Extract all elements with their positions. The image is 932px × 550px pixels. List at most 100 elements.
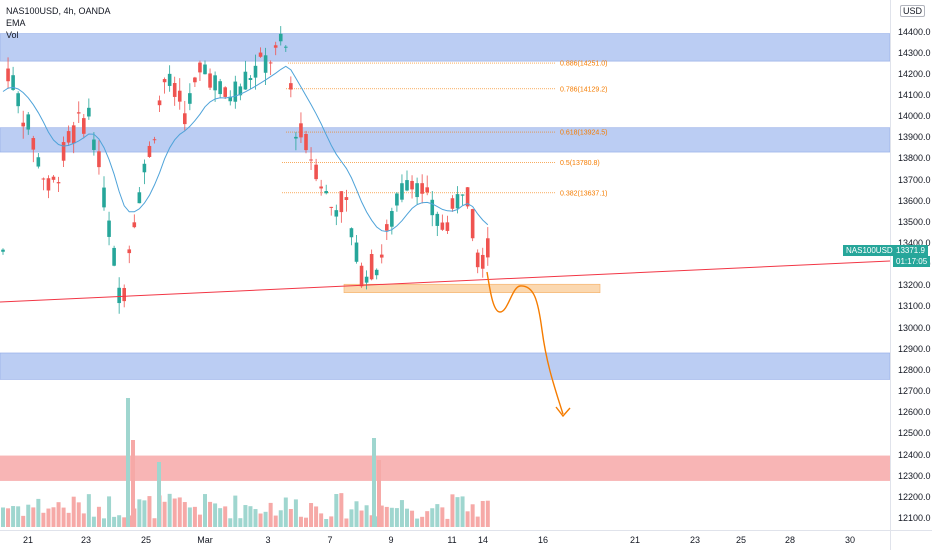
ema-line xyxy=(2,65,489,233)
volume-bar xyxy=(470,504,475,527)
volume-bar xyxy=(218,508,223,527)
volume-bar xyxy=(394,508,399,527)
volume-bar xyxy=(309,503,314,527)
candle-body xyxy=(309,159,313,161)
candle-body xyxy=(122,288,126,302)
volume-bar xyxy=(131,440,135,527)
volume-bar xyxy=(435,504,440,527)
price-tick-label: 13100.0 xyxy=(898,301,931,312)
price-tick-label: 12900.0 xyxy=(898,343,931,354)
volume-bar xyxy=(233,495,238,527)
candle-body xyxy=(359,265,364,287)
time-tick-label: 30 xyxy=(844,535,856,545)
price-tick-label: 12100.0 xyxy=(898,512,931,523)
candle-body xyxy=(228,96,233,102)
volume-bar xyxy=(364,505,369,527)
candle-body xyxy=(278,33,283,42)
time-tick-label: 25 xyxy=(140,535,152,545)
volume-bar xyxy=(36,498,41,527)
candle-body xyxy=(420,183,424,194)
time-tick-label: 23 xyxy=(80,535,92,545)
volume-layer xyxy=(1,398,490,527)
volume-bar xyxy=(399,500,404,527)
price-tick-label: 12400.0 xyxy=(898,449,931,460)
fib-level-label: 0.382(13637.1) xyxy=(560,190,607,197)
candle-body xyxy=(218,81,222,95)
candle-body xyxy=(132,222,137,228)
symbol-badge: NAS100USD xyxy=(843,245,896,256)
price-tick-label: 12600.0 xyxy=(898,407,931,418)
candle-body xyxy=(273,45,278,48)
candle-body xyxy=(36,157,41,167)
ema-legend[interactable]: EMA xyxy=(6,18,26,28)
price-tick-label: 12200.0 xyxy=(898,491,931,502)
candle-body xyxy=(425,187,429,193)
candle-body xyxy=(475,252,480,268)
candle-body xyxy=(334,210,339,217)
candle-body xyxy=(385,224,389,231)
fib-level-label: 0.886(14251.0) xyxy=(560,61,607,68)
volume-bar xyxy=(389,507,394,527)
candle-body xyxy=(268,62,273,64)
volume-bar xyxy=(31,507,36,527)
candle-body xyxy=(127,249,132,254)
time-tick-label: 7 xyxy=(327,535,333,545)
fib-level-label: 0.5(13780.8) xyxy=(560,160,600,167)
volume-bar xyxy=(485,500,490,527)
support-zone-orange xyxy=(343,283,601,294)
candle-body xyxy=(405,180,409,191)
price-tick-label: 14400.0 xyxy=(898,26,931,37)
volume-bar xyxy=(344,518,349,527)
candle-body xyxy=(208,73,212,88)
volume-bar xyxy=(268,502,273,527)
volume-bar xyxy=(177,497,182,527)
time-tick-label: 28 xyxy=(784,535,796,545)
volume-bar xyxy=(1,507,5,527)
scale-corner xyxy=(890,530,932,550)
time-tick-label: 21 xyxy=(22,535,34,545)
price-tick-label: 14200.0 xyxy=(898,68,931,79)
candle-body xyxy=(314,164,318,180)
volume-bar xyxy=(304,517,308,527)
time-tick-label: Mar xyxy=(197,535,213,545)
candle-body xyxy=(76,112,81,114)
price-tick-label: 13900.0 xyxy=(898,132,931,143)
candle-body xyxy=(203,64,207,75)
volume-bar xyxy=(339,493,344,527)
price-chart[interactable]: 0.886(14251.0) 0.786(14129.2) 0.618(13924.… xyxy=(0,0,890,530)
volume-bar xyxy=(283,497,288,527)
volume-bar xyxy=(71,496,76,527)
volume-legend[interactable]: Vol xyxy=(6,30,19,40)
currency-button[interactable]: USD xyxy=(900,5,926,17)
volume-bar xyxy=(248,506,253,527)
candle-body xyxy=(415,183,419,198)
projection-arrow-path xyxy=(486,271,564,415)
time-tick-label: 25 xyxy=(735,535,747,545)
last-price-badge: 13371.9 xyxy=(893,245,928,256)
volume-bar xyxy=(369,515,374,527)
candle-body xyxy=(167,73,172,86)
candle-body xyxy=(137,192,142,204)
volume-bar xyxy=(41,512,46,527)
symbol-legend[interactable]: NAS100USD, 4h, OANDA xyxy=(6,6,111,16)
volume-bar xyxy=(26,504,31,527)
time-tick-label: 11 xyxy=(447,535,457,545)
volume-bar xyxy=(182,502,187,527)
volume-bar xyxy=(187,507,192,527)
volume-bar xyxy=(258,513,263,527)
price-tick-label: 14300.0 xyxy=(898,47,931,58)
price-tick-label: 12700.0 xyxy=(898,386,931,397)
volume-bar xyxy=(263,511,268,527)
time-scale[interactable]: 21 23 25 Mar 3 7 9 11 14 16 21 23 25 28 30 xyxy=(0,530,890,550)
candle-body xyxy=(390,211,394,227)
volume-bar xyxy=(238,518,243,527)
chart-pane[interactable]: 0.886(14251.0) 0.786(14129.2) 0.618(13924.… xyxy=(0,0,890,530)
candle-body xyxy=(354,242,359,262)
volume-bar xyxy=(319,513,324,527)
volume-bar xyxy=(253,509,258,527)
candle-body xyxy=(56,182,61,184)
candle-body xyxy=(26,114,31,130)
price-tick-label: 13700.0 xyxy=(898,174,931,185)
candle-body xyxy=(374,269,379,276)
candle-body xyxy=(41,178,46,180)
